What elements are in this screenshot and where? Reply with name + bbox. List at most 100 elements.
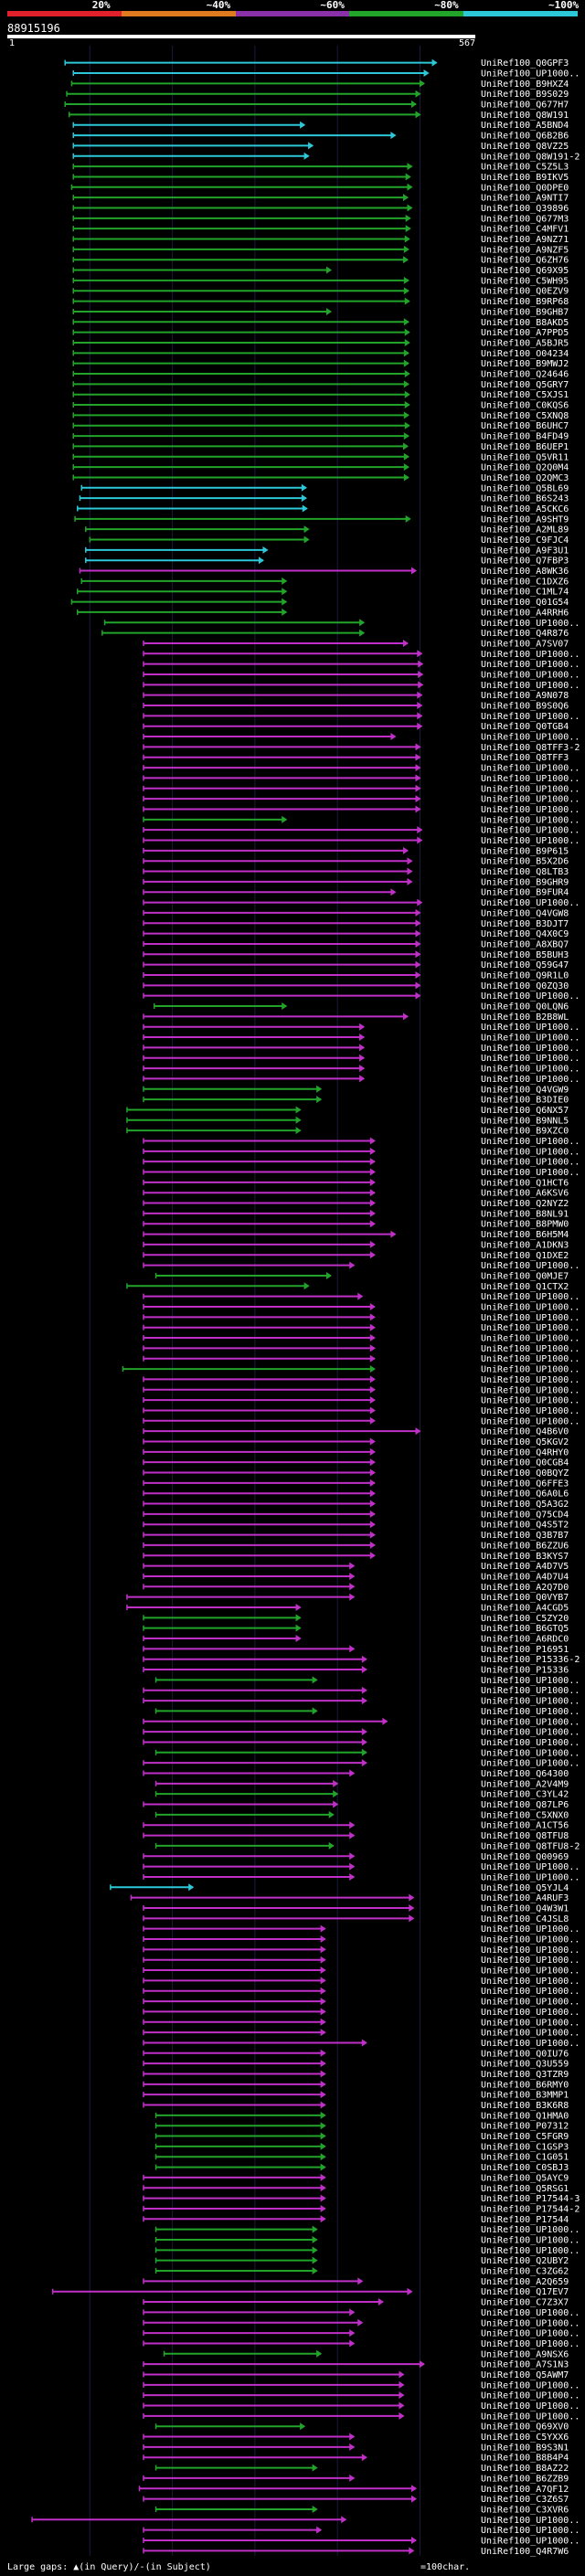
hit-label[interactable]: UniRef100_Q3TZR9	[481, 2070, 569, 2080]
hit-label[interactable]: UniRef100_UP1000..	[481, 1313, 580, 1323]
hit-row[interactable]: UniRef100_C3ZG62	[154, 2267, 569, 2277]
hit-row[interactable]: UniRef100_C3YL42	[154, 1790, 569, 1800]
hit-label[interactable]: UniRef100_A4CGD5	[481, 1603, 569, 1613]
hit-label[interactable]: UniRef100_B9HXZ4	[481, 80, 569, 90]
hit-row[interactable]: UniRef100_UP1000..	[143, 1158, 580, 1168]
hit-row[interactable]: UniRef100_A8XBQ7	[143, 939, 569, 949]
hit-row[interactable]: UniRef100_A4RRH6	[77, 608, 569, 618]
hit-label[interactable]: UniRef100_Q2NYZ2	[481, 1199, 569, 1209]
hit-label[interactable]: UniRef100_UP1000..	[481, 2235, 580, 2245]
hit-label[interactable]: UniRef100_UP1000..	[481, 836, 580, 846]
hit-label[interactable]: UniRef100_Q677H7	[481, 101, 569, 111]
hit-row[interactable]: UniRef100_Q9R1L0	[143, 970, 569, 981]
hit-row[interactable]: UniRef100_P15336-2	[143, 1655, 580, 1665]
hit-row[interactable]: UniRef100_UP1000..	[154, 1707, 580, 1717]
hit-label[interactable]: UniRef100_UP1000..	[481, 898, 580, 908]
hit-row[interactable]: UniRef100_UP1000..	[72, 69, 580, 80]
hit-label[interactable]: UniRef100_A2Q659	[481, 2277, 569, 2287]
hit-label[interactable]: UniRef100_UP1000..	[481, 1998, 580, 2008]
hit-row[interactable]: UniRef100_B9MWJ2	[72, 359, 569, 369]
hit-row[interactable]: UniRef100_A9NZ71	[72, 235, 569, 245]
hit-label[interactable]: UniRef100_UP1000..	[481, 1147, 580, 1157]
hit-label[interactable]: UniRef100_A5BND4	[481, 121, 569, 131]
hit-label[interactable]: UniRef100_A4D7U4	[481, 1572, 569, 1582]
hit-row[interactable]: UniRef100_B6S243	[79, 494, 569, 504]
hit-row[interactable]: UniRef100_B2B8WL	[143, 1012, 569, 1023]
hit-row[interactable]: UniRef100_Q4R7W6	[143, 2547, 569, 2557]
hit-row[interactable]: UniRef100_UP1000..	[143, 826, 580, 836]
hit-label[interactable]: UniRef100_UP1000..	[481, 795, 580, 805]
hit-label[interactable]: UniRef100_B3KYS7	[481, 1552, 569, 1562]
hit-label[interactable]: UniRef100_UP1000..	[481, 1717, 580, 1727]
hit-label[interactable]: UniRef100_UP1000..	[481, 2536, 580, 2546]
hit-row[interactable]: UniRef100_UP1000..	[143, 1977, 580, 1987]
hit-label[interactable]: UniRef100_B9NNL5	[481, 1116, 569, 1126]
hit-row[interactable]: UniRef100_Q0IU76	[143, 2049, 569, 2059]
hit-label[interactable]: UniRef100_A7S1N3	[481, 2360, 569, 2370]
hit-row[interactable]: UniRef100_UP1000..	[143, 2008, 580, 2018]
hit-label[interactable]: UniRef100_UP1000..	[481, 2246, 580, 2256]
hit-label[interactable]: UniRef100_C5XJS1	[481, 390, 569, 400]
hit-row[interactable]: UniRef100_A8WK36	[79, 567, 569, 577]
hit-row[interactable]: UniRef100_UP1000..	[154, 2235, 580, 2245]
hit-row[interactable]: UniRef100_Q677H7	[64, 101, 569, 111]
hit-label[interactable]: UniRef100_UP1000..	[481, 1676, 580, 1686]
hit-row[interactable]: UniRef100_Q39896	[72, 204, 569, 214]
hit-row[interactable]: UniRef100_UP1000..	[143, 1956, 580, 1966]
hit-row[interactable]: UniRef100_B8PMW0	[143, 1220, 569, 1230]
hit-row[interactable]: UniRef100_Q5RSG1	[143, 2184, 569, 2194]
hit-row[interactable]: UniRef100_C1ML74	[77, 588, 569, 598]
hit-row[interactable]: UniRef100_Q6ZH76	[72, 256, 569, 266]
hit-label[interactable]: UniRef100_UP1000..	[481, 1034, 580, 1044]
hit-label[interactable]: UniRef100_UP1000..	[481, 619, 580, 629]
hit-row[interactable]: UniRef100_Q6FFE3	[143, 1479, 569, 1489]
hit-row[interactable]: UniRef100_UP1000..	[143, 2412, 580, 2422]
hit-row[interactable]: UniRef100_A6RDC0	[143, 1635, 569, 1645]
hit-label[interactable]: UniRef100_A4RRH6	[481, 608, 569, 618]
hit-row[interactable]: UniRef100_UP1000..	[143, 2526, 580, 2536]
hit-row[interactable]: UniRef100_B3K6R8	[143, 2101, 569, 2111]
hit-label[interactable]: UniRef100_UP1000..	[481, 2018, 580, 2028]
hit-label[interactable]: UniRef100_Q75CD4	[481, 1510, 569, 1520]
hit-row[interactable]: UniRef100_UP1000..	[143, 1987, 580, 1997]
hit-row[interactable]: UniRef100_Q8W191	[68, 111, 569, 121]
hit-label[interactable]: UniRef100_UP1000..	[481, 1872, 580, 1882]
hit-label[interactable]: UniRef100_Q0LQN6	[481, 1002, 569, 1012]
hit-row[interactable]: UniRef100_UP1000..	[31, 2516, 580, 2526]
hit-label[interactable]: UniRef100_B3DJT7	[481, 919, 569, 929]
hit-row[interactable]: UniRef100_B8NL91	[143, 1209, 569, 1219]
hit-row[interactable]: UniRef100_Q4X0C9	[143, 929, 569, 939]
hit-row[interactable]: UniRef100_UP1000..	[143, 2391, 580, 2401]
hit-label[interactable]: UniRef100_B9XZC0	[481, 1127, 569, 1137]
hit-row[interactable]: UniRef100_C7Z3X7	[143, 2298, 569, 2308]
hit-label[interactable]: UniRef100_Q4VGW9	[481, 1085, 569, 1095]
hit-row[interactable]: UniRef100_B6UEP1	[72, 442, 569, 452]
hit-row[interactable]: UniRef100_Q0MJE7	[154, 1271, 569, 1281]
hit-label[interactable]: UniRef100_UP1000..	[481, 1385, 580, 1395]
hit-row[interactable]: UniRef100_Q4R876	[101, 629, 569, 639]
hit-label[interactable]: UniRef100_C3XVR6	[481, 2505, 569, 2515]
hit-row[interactable]: UniRef100_Q17EV7	[51, 2287, 569, 2297]
hit-row[interactable]: UniRef100_B6GTQ5	[143, 1624, 569, 1634]
hit-label[interactable]: UniRef100_UP1000..	[481, 1956, 580, 1966]
hit-label[interactable]: UniRef100_UP1000..	[481, 1158, 580, 1168]
hit-label[interactable]: UniRef100_C4MFV1	[481, 225, 569, 235]
hit-row[interactable]: UniRef100_Q4S5T2	[143, 1521, 569, 1531]
hit-row[interactable]: UniRef100_Q5AYC9	[143, 2173, 569, 2183]
hit-row[interactable]: UniRef100_B9GHR9	[143, 877, 569, 887]
hit-label[interactable]: UniRef100_UP1000..	[481, 2391, 580, 2401]
hit-label[interactable]: UniRef100_UP1000..	[481, 2380, 580, 2390]
hit-label[interactable]: UniRef100_A2V4M9	[481, 1779, 569, 1789]
hit-label[interactable]: UniRef100_Q4X0C9	[481, 929, 569, 939]
hit-label[interactable]: UniRef100_A9NSX6	[481, 2349, 569, 2359]
hit-label[interactable]: UniRef100_Q1HCT6	[481, 1178, 569, 1188]
hit-label[interactable]: UniRef100_A9SHT9	[481, 514, 569, 525]
hit-label[interactable]: UniRef100_Q0IU76	[481, 2049, 569, 2059]
hit-row[interactable]: UniRef100_B4FD49	[72, 432, 569, 442]
hit-row[interactable]: UniRef100_B5X2D6	[143, 857, 569, 867]
hit-row[interactable]: UniRef100_B3KYS7	[143, 1552, 569, 1562]
hit-row[interactable]: UniRef100_P07312	[154, 2122, 569, 2132]
hit-row[interactable]: UniRef100_A9NTI7	[72, 194, 569, 204]
hit-row[interactable]: UniRef100_UP1000..	[143, 1303, 580, 1313]
hit-row[interactable]: UniRef100_Q87LP6	[143, 1800, 569, 1810]
